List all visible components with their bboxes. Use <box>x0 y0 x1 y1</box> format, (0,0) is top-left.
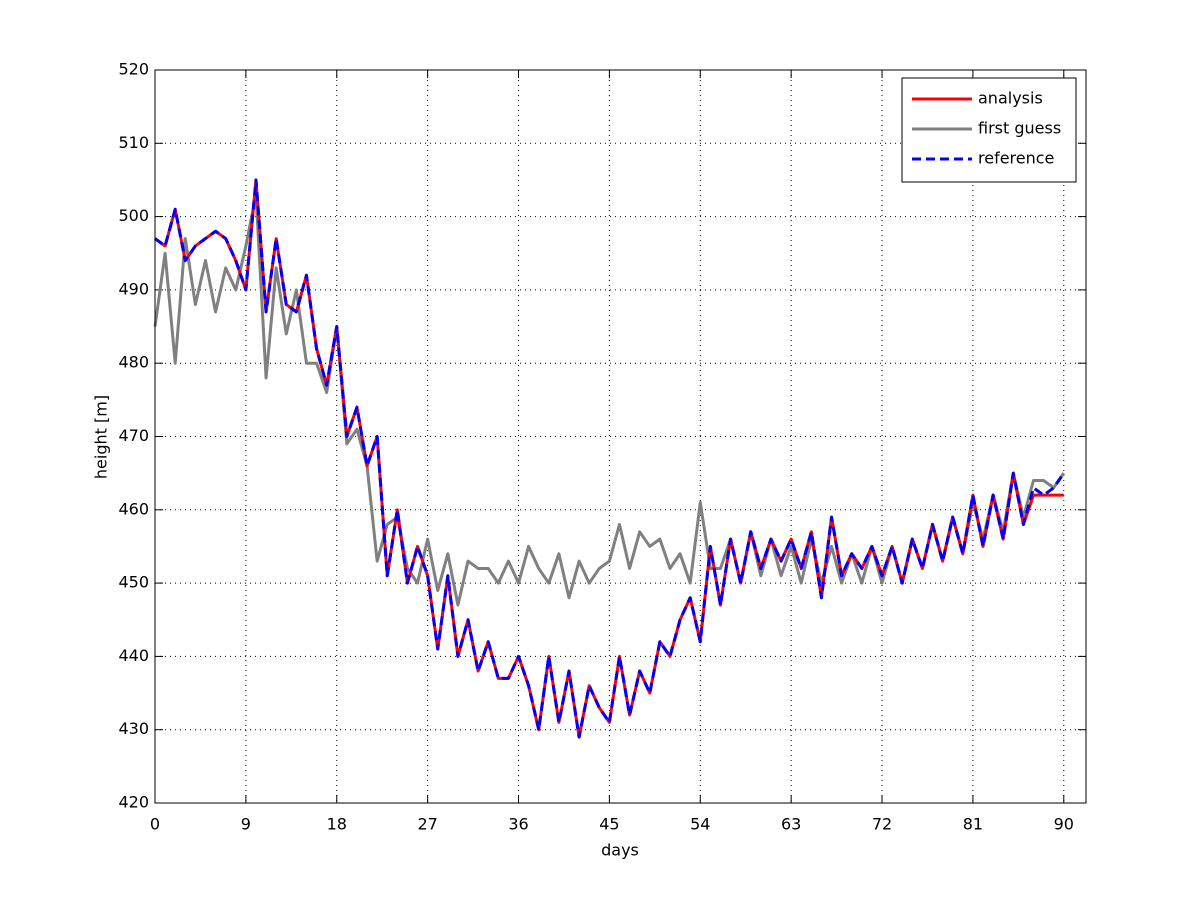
y-tick-label: 450 <box>118 573 149 592</box>
legend-label: analysis <box>978 89 1043 108</box>
y-tick-label: 510 <box>118 133 149 152</box>
legend-label: first guess <box>978 119 1061 138</box>
x-tick-label: 0 <box>150 815 160 834</box>
y-tick-label: 480 <box>118 353 149 372</box>
x-tick-label: 63 <box>781 815 801 834</box>
x-tick-label: 18 <box>327 815 347 834</box>
x-tick-label: 27 <box>417 815 437 834</box>
legend-label: reference <box>978 149 1054 168</box>
y-tick-label: 470 <box>118 426 149 445</box>
y-tick-label: 440 <box>118 646 149 665</box>
x-tick-label: 45 <box>599 815 619 834</box>
x-tick-label: 54 <box>690 815 710 834</box>
x-tick-label: 81 <box>963 815 983 834</box>
y-tick-label: 500 <box>118 206 149 225</box>
x-tick-label: 90 <box>1054 815 1074 834</box>
x-tick-label: 72 <box>872 815 892 834</box>
y-tick-label: 490 <box>118 279 149 298</box>
series-line <box>154 178 1066 739</box>
y-axis-label: height [m] <box>92 395 111 479</box>
x-tick-label: 9 <box>241 815 251 834</box>
plot-frame <box>154 69 1087 804</box>
y-tick-label: 420 <box>118 793 149 812</box>
y-tick-label: 520 <box>118 60 149 79</box>
x-tick-label: 36 <box>508 815 528 834</box>
y-tick-label: 430 <box>118 719 149 738</box>
y-tick-label: 460 <box>118 499 149 518</box>
x-axis-label: days <box>601 841 639 860</box>
